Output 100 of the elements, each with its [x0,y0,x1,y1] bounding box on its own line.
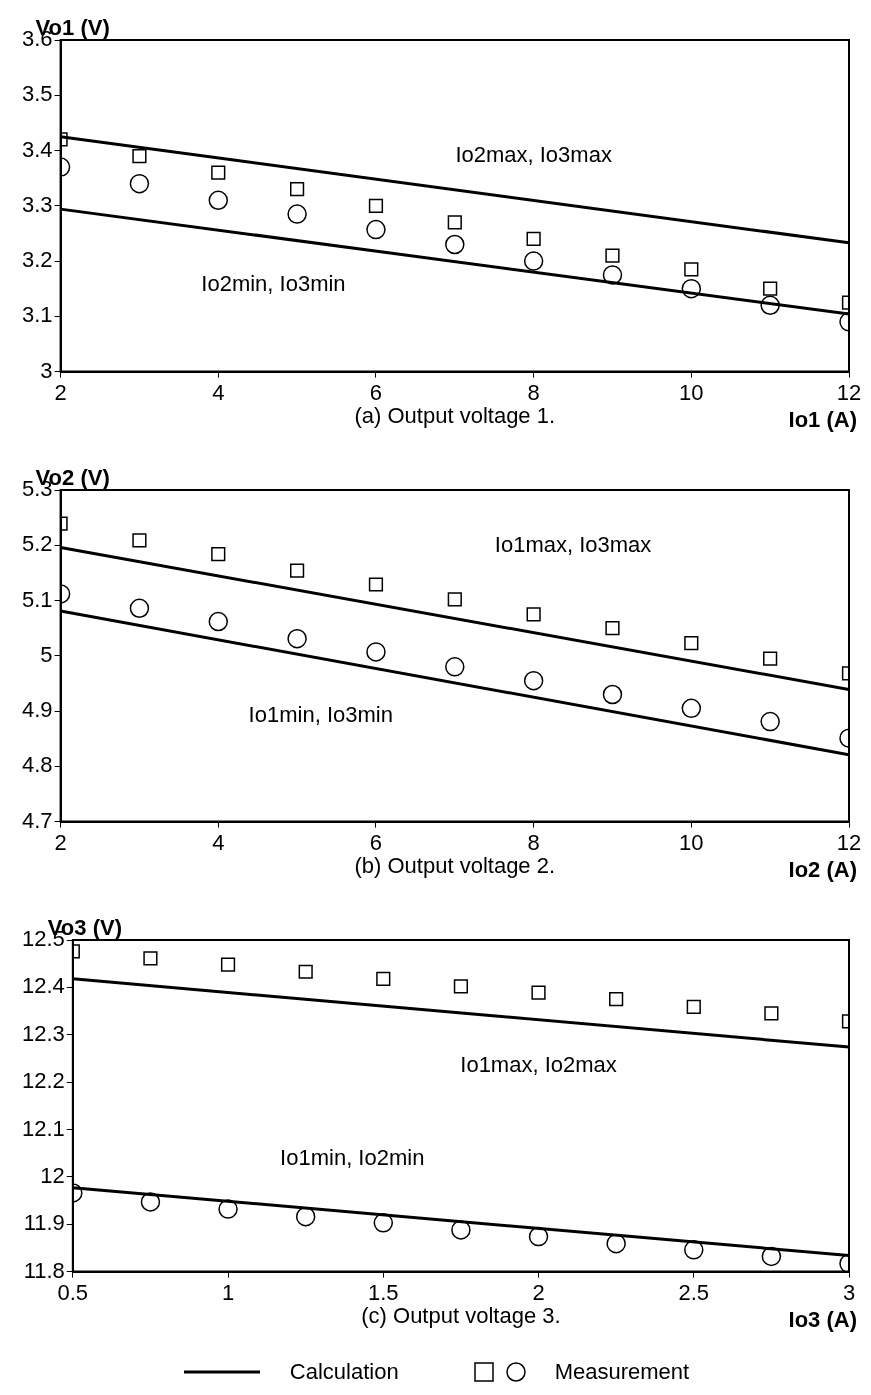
point [760,295,780,316]
x-tick-label: 6 [369,379,383,405]
point [132,533,147,548]
y-tick-label: 3.4 [21,136,53,162]
point [606,1233,626,1254]
point [526,231,541,247]
y-tick-label: 12.1 [21,1115,65,1141]
point [764,1006,779,1021]
text: (b) Output voltage 2. [354,852,556,878]
y-tick-label: 12 [40,1162,65,1188]
point [763,651,778,666]
point [609,992,624,1007]
point [211,165,226,180]
legend-label: Measurement [554,1359,690,1385]
point [531,985,546,1000]
point [605,248,620,263]
point [447,215,462,230]
y-tick-label: 12.4 [21,973,65,999]
x-tick-label: 3 [842,1279,856,1305]
x-tick-label: 2 [54,379,67,405]
point [526,607,541,622]
point [376,971,391,986]
point [681,278,702,299]
point [298,964,313,979]
point [602,684,623,705]
x-tick-label: 1 [221,1279,235,1305]
text: (a) Output voltage 1. [354,402,556,428]
point [220,957,236,972]
point [763,281,778,296]
point [684,262,699,277]
point [289,182,305,197]
point [605,621,620,636]
point [140,1192,161,1212]
x-axis-title: Io3 (A) [788,1306,857,1332]
x-tick-label: 1.5 [367,1279,399,1305]
point [129,598,150,619]
point [451,1220,471,1240]
y-tick-label: 12.2 [21,1068,65,1094]
y-tick-label: 3.5 [21,81,53,107]
point [684,635,699,651]
x-tick-label: 2 [532,1279,545,1305]
y-tick-label: 12.3 [21,1020,65,1046]
point [684,1240,704,1260]
point [447,592,462,607]
point [218,1199,238,1219]
point [287,628,307,649]
point [132,148,147,164]
annotation: Io1min, Io3min [248,701,393,727]
y-tick-label: 3 [40,357,53,383]
x-axis-title: Io2 (A) [788,856,857,882]
annotation: Io2min, Io3min [201,271,346,297]
y-tick-label: 5 [40,641,53,667]
point [373,1213,394,1233]
annotation: Io1max, Io3max [494,532,652,558]
y-tick-label: 4.9 [21,697,53,723]
y-tick-label: 5.2 [21,531,53,557]
x-tick-label: 6 [369,829,383,855]
annotation: Io1max, Io2max [460,1052,617,1078]
y-tick-label: 4.7 [21,807,53,833]
x-tick-label: 10 [679,829,704,855]
x-tick-label: 2 [54,829,67,855]
x-tick-label: 12 [836,829,862,855]
point [129,173,150,194]
x-tick-label: 8 [527,829,540,855]
point [289,563,305,578]
annotation: Io1min, Io2min [280,1144,425,1170]
point [681,698,702,719]
point [686,999,701,1014]
point [453,979,469,994]
point [143,951,158,966]
point [523,251,544,271]
point [208,190,229,211]
x-tick-label: 8 [527,379,540,405]
legend-label: Calculation [289,1359,399,1385]
x-tick-label: 12 [836,379,862,405]
y-tick-label: 3.3 [21,191,53,217]
point [368,198,384,213]
x-tick-label: 4 [212,379,225,405]
point [602,265,623,285]
point [445,657,465,677]
y-tick-label: 3.2 [21,247,53,273]
point [523,670,544,691]
x-tick-label: 10 [679,379,704,405]
point [287,204,307,224]
text: (c) Output voltage 3. [361,1302,561,1328]
x-tick-label: 4 [212,829,225,855]
point [366,219,386,240]
point [208,611,229,632]
point [760,711,780,732]
point [366,642,386,662]
point [211,547,226,562]
y-tick-label: 5.1 [21,586,53,612]
point [295,1206,316,1227]
point [528,1226,549,1247]
point [368,577,384,592]
x-axis-title: Io1 (A) [788,406,857,432]
y-tick-label: 3.1 [21,302,53,328]
y-tick-label: 11.9 [23,1210,65,1236]
y-tick-label: 4.8 [21,752,53,778]
point [445,234,465,255]
